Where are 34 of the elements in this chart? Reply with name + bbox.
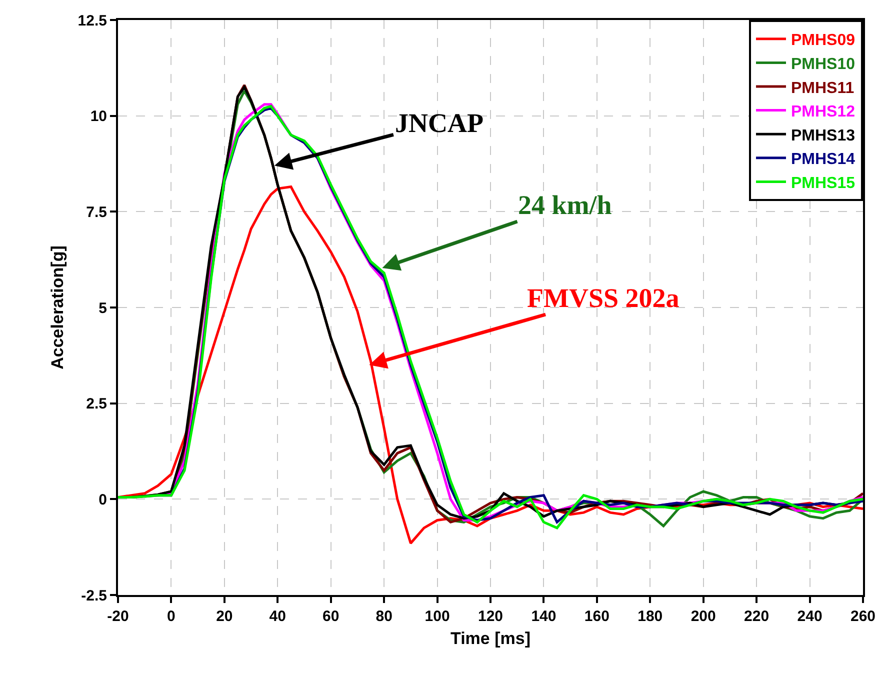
legend-label: PMHS12 (791, 104, 856, 121)
annotation: FMVSS 202a (527, 283, 680, 313)
y-tick-label: 7.5 (86, 204, 107, 221)
x-tick-label: 220 (744, 608, 770, 625)
y-tick-label: 0 (98, 491, 107, 508)
legend-label: PMHS13 (791, 127, 856, 144)
y-tick-label: -2.5 (81, 587, 107, 604)
legend-label: PMHS10 (791, 56, 856, 73)
x-tick-label: 180 (638, 608, 663, 625)
x-tick-label: 160 (584, 608, 610, 625)
legend-label: PMHS09 (791, 32, 856, 50)
legend-label: PMHS11 (791, 80, 854, 97)
x-tick-label: 60 (322, 608, 340, 625)
x-tick-label: 240 (797, 608, 822, 625)
x-tick-label: 200 (690, 608, 716, 625)
annotation: 24 km/h (518, 190, 612, 220)
y-axis-title: Acceleration[g] (48, 246, 67, 370)
y-tick-label: 12.5 (78, 12, 107, 30)
annotation: JNCAP (395, 108, 484, 138)
x-tick-label: 100 (424, 608, 450, 625)
x-tick-label: 260 (850, 608, 876, 625)
x-tick-label: 0 (167, 608, 176, 625)
x-tick-label: 120 (478, 608, 504, 625)
x-tick-label: 40 (269, 608, 286, 625)
x-axis-title: Time [ms] (450, 628, 530, 648)
legend-label: PMHS15 (791, 174, 856, 192)
x-tick-label: 80 (376, 608, 392, 625)
y-tick-label: 10 (90, 108, 107, 126)
x-tick-label: -20 (107, 608, 129, 625)
y-tick-label: 5 (98, 300, 107, 317)
x-tick-label: 20 (216, 608, 233, 625)
legend-label: PMHS14 (791, 151, 856, 168)
x-tick-label: 140 (531, 608, 556, 625)
y-tick-label: 2.5 (86, 396, 107, 413)
